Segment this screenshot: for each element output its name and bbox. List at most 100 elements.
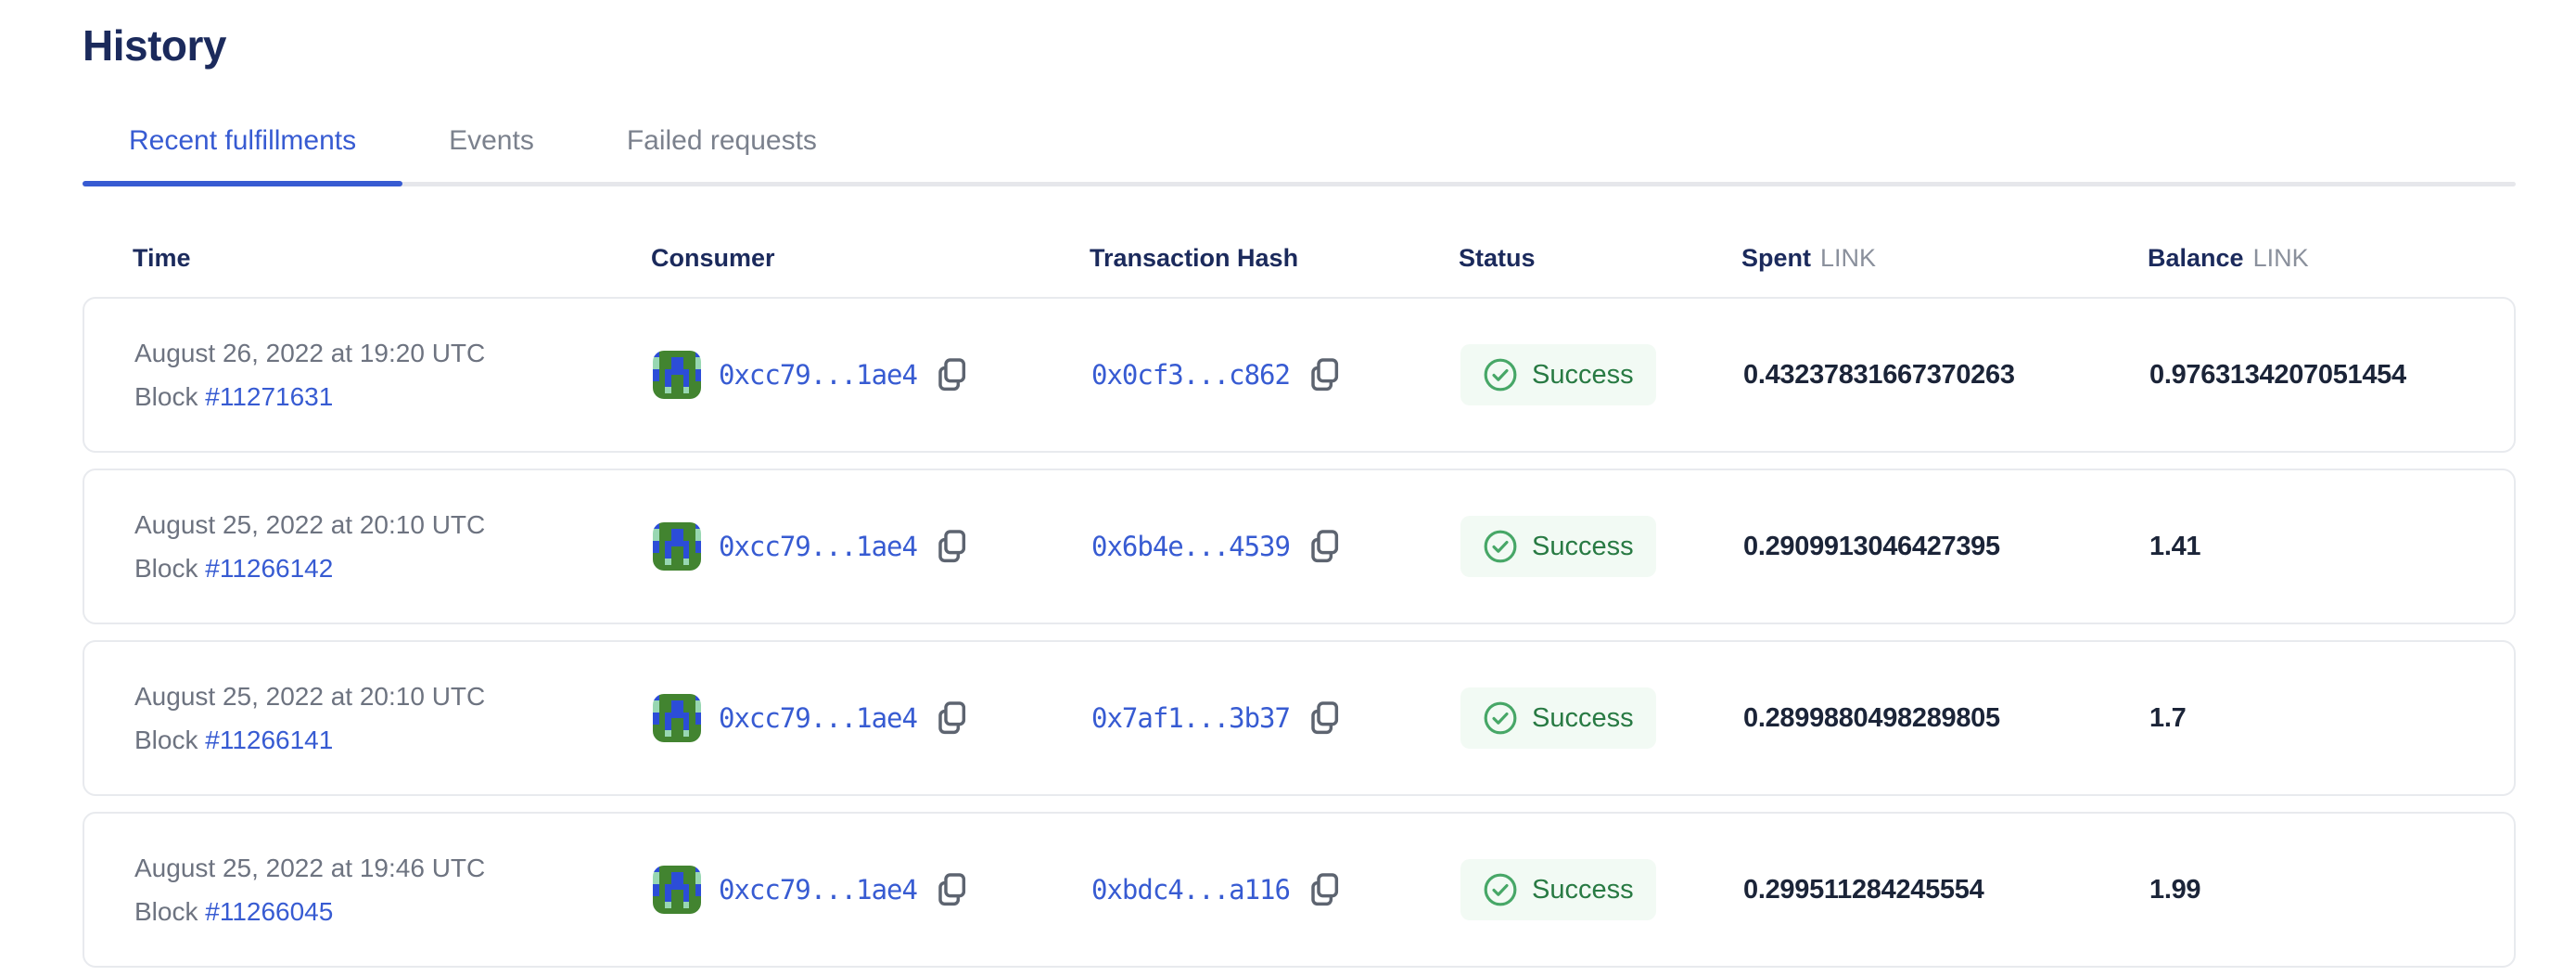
copy-consumer-address-button[interactable] (935, 871, 968, 908)
status-badge: Success (1460, 859, 1656, 921)
consumer-cell: 0xcc79...1ae4 (653, 351, 1091, 400)
status-badge: Success (1460, 344, 1656, 406)
consumer-cell: 0xcc79...1ae4 (653, 694, 1091, 743)
copy-icon (1311, 530, 1339, 563)
spent-value: 0.299511284245554 (1743, 874, 1984, 905)
check-circle-icon (1484, 873, 1517, 906)
transaction-hash-link[interactable]: 0xbdc4...a116 (1091, 874, 1291, 906)
block-label: Block (134, 725, 198, 754)
block-number-link[interactable]: #11266142 (205, 553, 334, 583)
fulfillment-row: August 25, 2022 at 20:10 UTC Block #1126… (83, 469, 2516, 625)
block-line: Block #11271631 (134, 382, 653, 412)
block-label: Block (134, 896, 198, 926)
check-circle-icon (1484, 701, 1517, 735)
block-number-link[interactable]: #11271631 (205, 381, 334, 411)
tab-events[interactable]: Events (402, 116, 580, 186)
status-label: Success (1532, 531, 1634, 561)
timestamp-text: August 26, 2022 at 19:20 UTC (134, 338, 486, 367)
tab-rail (83, 182, 2516, 187)
consumer-identicon (653, 522, 701, 571)
status-cell: Success (1460, 344, 1743, 406)
check-circle-icon (1484, 358, 1517, 392)
transaction-hash-cell: 0x0cf3...c862 (1091, 356, 1460, 393)
header-consumer: Consumer (651, 244, 775, 273)
tab-failed-requests[interactable]: Failed requests (580, 116, 863, 186)
block-label: Block (134, 381, 198, 411)
header-balance: Balance LINK (2148, 244, 2309, 273)
header-spent: Spent LINK (1741, 244, 1877, 273)
header-time: Time (133, 244, 191, 273)
time-cell: August 25, 2022 at 19:46 UTC Block #1126… (134, 854, 653, 927)
copy-icon (938, 873, 966, 906)
consumer-address-link[interactable]: 0xcc79...1ae4 (719, 874, 918, 906)
fulfillment-row: August 25, 2022 at 19:46 UTC Block #1126… (83, 812, 2516, 969)
block-number-link[interactable]: #11266045 (205, 896, 334, 926)
consumer-address-link[interactable]: 0xcc79...1ae4 (719, 359, 918, 392)
consumer-identicon (653, 694, 701, 743)
balance-value: 1.41 (2149, 531, 2201, 561)
copy-icon (938, 358, 966, 392)
transaction-hash-cell: 0x7af1...3b37 (1091, 700, 1460, 737)
copy-transaction-hash-button[interactable] (1307, 871, 1341, 908)
status-cell: Success (1460, 859, 1743, 921)
transaction-hash-link[interactable]: 0x7af1...3b37 (1091, 702, 1291, 735)
copy-icon (938, 530, 966, 563)
timestamp-text: August 25, 2022 at 20:10 UTC (134, 681, 486, 711)
status-badge: Success (1460, 516, 1656, 578)
spent-value: 0.43237831667370263 (1743, 359, 2015, 390)
tab-bar: Recent fulfillments Events Failed reques… (83, 116, 2516, 187)
fulfillment-row: August 26, 2022 at 19:20 UTC Block #1127… (83, 297, 2516, 454)
status-label: Success (1532, 874, 1634, 905)
block-line: Block #11266045 (134, 897, 653, 927)
time-cell: August 25, 2022 at 20:10 UTC Block #1126… (134, 510, 653, 584)
block-label: Block (134, 553, 198, 583)
copy-icon (1311, 701, 1339, 735)
copy-icon (1311, 873, 1339, 906)
fulfillment-row: August 25, 2022 at 20:10 UTC Block #1126… (83, 640, 2516, 797)
block-line: Block #11266141 (134, 726, 653, 755)
copy-consumer-address-button[interactable] (935, 700, 968, 737)
copy-consumer-address-button[interactable] (935, 528, 968, 565)
consumer-address-link[interactable]: 0xcc79...1ae4 (719, 531, 918, 563)
consumer-cell: 0xcc79...1ae4 (653, 866, 1091, 915)
transaction-hash-cell: 0x6b4e...4539 (1091, 528, 1460, 565)
block-number-link[interactable]: #11266141 (205, 725, 334, 754)
consumer-address-link[interactable]: 0xcc79...1ae4 (719, 702, 918, 735)
block-line: Block #11266142 (134, 554, 653, 584)
status-cell: Success (1460, 516, 1743, 578)
transaction-hash-cell: 0xbdc4...a116 (1091, 871, 1460, 908)
table-header: Time Consumer Transaction Hash Status Sp… (83, 244, 2516, 273)
check-circle-icon (1484, 530, 1517, 563)
copy-transaction-hash-button[interactable] (1307, 356, 1341, 393)
transaction-hash-link[interactable]: 0x0cf3...c862 (1091, 359, 1291, 392)
time-cell: August 26, 2022 at 19:20 UTC Block #1127… (134, 339, 653, 412)
header-status: Status (1459, 244, 1536, 273)
fulfillments-list: August 26, 2022 at 19:20 UTC Block #1127… (83, 297, 2516, 969)
balance-value: 0.9763134207051454 (2149, 359, 2406, 390)
status-badge: Success (1460, 687, 1656, 750)
page-title: History (83, 21, 226, 70)
time-cell: August 25, 2022 at 20:10 UTC Block #1126… (134, 682, 653, 755)
status-cell: Success (1460, 687, 1743, 750)
copy-transaction-hash-button[interactable] (1307, 528, 1341, 565)
balance-value: 1.7 (2149, 702, 2187, 733)
consumer-identicon (653, 351, 701, 400)
timestamp-text: August 25, 2022 at 19:46 UTC (134, 853, 486, 882)
timestamp-text: August 25, 2022 at 20:10 UTC (134, 509, 486, 539)
tab-recent-fulfillments[interactable]: Recent fulfillments (83, 116, 403, 187)
header-transaction-hash: Transaction Hash (1090, 244, 1299, 273)
status-label: Success (1532, 359, 1634, 390)
copy-consumer-address-button[interactable] (935, 356, 968, 393)
copy-transaction-hash-button[interactable] (1307, 700, 1341, 737)
consumer-cell: 0xcc79...1ae4 (653, 522, 1091, 571)
status-label: Success (1532, 702, 1634, 733)
consumer-identicon (653, 866, 701, 915)
spent-value: 0.2909913046427395 (1743, 531, 2000, 561)
balance-value: 1.99 (2149, 874, 2201, 905)
copy-icon (938, 701, 966, 735)
spent-unit-label: LINK (1820, 244, 1877, 273)
transaction-hash-link[interactable]: 0x6b4e...4539 (1091, 531, 1291, 563)
spent-value: 0.2899880498289805 (1743, 702, 2000, 733)
balance-unit-label: LINK (2252, 244, 2309, 273)
